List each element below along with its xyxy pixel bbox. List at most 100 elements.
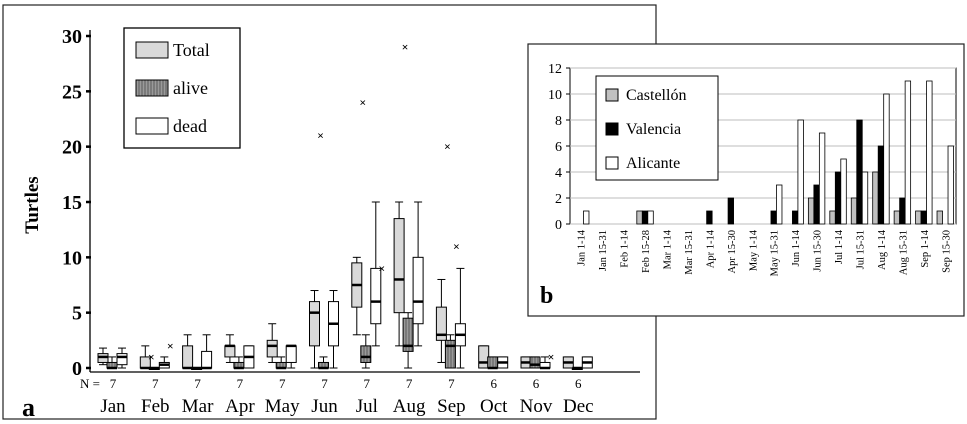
box-iqr: [266, 339, 278, 358]
bar-valencia: [813, 184, 820, 225]
y-tick-label: 15: [62, 192, 82, 214]
n-value-label: 7: [364, 376, 371, 391]
n-value-label: 6: [490, 376, 497, 391]
box-iqr: [412, 256, 424, 325]
bar-valencia: [770, 210, 777, 225]
x-category-label: Sep: [437, 396, 466, 417]
outlier-marker: ×: [548, 350, 555, 364]
y-tick-label: 20: [62, 137, 82, 159]
box-iqr: [360, 345, 372, 363]
y-tick-label: 4: [555, 166, 562, 181]
x-category-label: Mar 15-31: [684, 230, 695, 275]
x-category-label: Sep 1-14: [920, 229, 931, 267]
y-tick-label: 30: [62, 26, 82, 48]
panel-a-label: a: [22, 393, 35, 422]
x-category-label: Jul 15-31: [856, 230, 867, 269]
n-value-label: 7: [152, 376, 159, 391]
outlier-marker: ×: [444, 140, 451, 154]
box-iqr: [435, 306, 447, 341]
box-dead: [243, 345, 255, 369]
n-value-label: 6: [533, 376, 540, 391]
legend-swatch-alive: [135, 79, 169, 97]
x-category-label: Jul 1-14: [834, 229, 845, 264]
panel-b-label: b: [540, 283, 553, 309]
box-dead: ×: [370, 201, 385, 347]
bar-valencia: [856, 119, 863, 225]
box-alive: [529, 356, 541, 369]
box-iqr: [224, 345, 236, 358]
box-total: ×: [351, 95, 366, 336]
x-category-label: Nov: [520, 396, 553, 417]
legend-label-total: Total: [173, 40, 210, 60]
box-alive: [106, 356, 118, 370]
bar-castellon: [850, 197, 858, 225]
box-iqr: [201, 350, 213, 369]
x-category-label: Mar 1-14: [663, 229, 674, 269]
bar-valencia: [834, 171, 842, 225]
legend-label-valencia: Valencia: [626, 121, 681, 138]
x-category-label: Sep 15-30: [941, 230, 952, 273]
legend-label-alive: alive: [173, 78, 208, 98]
x-category-label: Apr 15-30: [727, 230, 738, 273]
x-category-label: Jul: [356, 396, 378, 417]
legend-swatch-total: [135, 41, 169, 59]
x-category-label: Jan 1-14: [577, 229, 588, 266]
box-iqr: [402, 317, 414, 352]
bar-castellon: [872, 171, 879, 225]
x-category-label: Dec: [563, 396, 594, 417]
outlier-marker: ×: [167, 339, 174, 353]
x-category-label: Aug 1-14: [877, 229, 888, 270]
x-category-label: Jan 15-31: [598, 230, 609, 271]
bar-alicante: [883, 93, 890, 225]
box-dead: ×: [539, 350, 555, 370]
legend-label-dead: dead: [173, 116, 207, 136]
x-category-label: May: [265, 396, 300, 417]
box-total: [562, 356, 574, 369]
x-category-label: May 15-31: [770, 230, 781, 276]
legend-swatch-dead: [135, 117, 169, 135]
box-dead: [201, 334, 213, 370]
n-value-label: 7: [321, 376, 328, 391]
x-category-label: Aug 15-31: [898, 230, 909, 275]
box-total: [97, 347, 109, 366]
box-alive: [402, 312, 414, 369]
box-total: ×: [393, 40, 409, 347]
bar-alicante: [840, 158, 847, 225]
outlier-marker: ×: [317, 129, 324, 143]
bar-valencia: [792, 210, 799, 225]
box-total: ×: [309, 129, 324, 369]
box-dead: [581, 356, 593, 369]
x-category-label: Aug: [393, 396, 426, 417]
panel-b-barchart: 0 2 4 6 8 10 12 Jan 1-14 Jan 15-31 Feb 1-14 Feb 1…: [527, 43, 965, 317]
box-total: [182, 334, 194, 370]
bar-valencia: [877, 145, 885, 225]
box-total: ×: [435, 140, 451, 363]
n-value-label: 6: [575, 376, 582, 391]
bar-castellon: [807, 197, 815, 225]
box-dead: [328, 290, 339, 369]
box-total: ×: [139, 345, 155, 370]
bar-valencia: [641, 210, 649, 225]
bar-alicante: [818, 132, 826, 225]
box-alive: [318, 356, 329, 370]
bar-castellon: [936, 210, 943, 225]
bar-alicante: [861, 171, 869, 225]
box-alive: [191, 366, 203, 370]
box-alive: [233, 356, 245, 370]
box-dead: [497, 356, 509, 369]
box-iqr: [444, 339, 456, 369]
box-alive: [148, 366, 160, 370]
y-axis-title: Turtles: [22, 176, 43, 233]
y-tick-label: 10: [548, 88, 562, 103]
bar-valencia: [920, 210, 927, 225]
n-value-label: 7: [194, 376, 201, 391]
n-prefix-label: N =: [80, 376, 100, 391]
y-tick-label: 8: [555, 114, 562, 129]
outlier-marker: ×: [148, 350, 155, 364]
x-category-label: Jan: [100, 396, 126, 417]
outlier-marker: ×: [378, 261, 385, 275]
x-category-label: May 1-14: [748, 229, 759, 271]
x-category-label: Feb 15-28: [641, 230, 652, 273]
legend-label-alicante: Alicante: [626, 155, 680, 172]
